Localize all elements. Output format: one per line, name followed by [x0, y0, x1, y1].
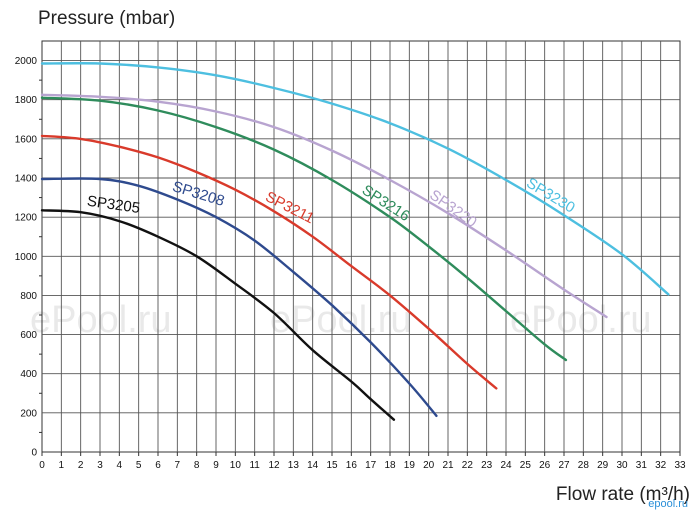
- x-tick-label: 22: [462, 460, 474, 471]
- x-tick-label: 0: [39, 460, 45, 471]
- y-tick-label: 200: [20, 408, 37, 419]
- x-tick-label: 17: [365, 460, 377, 471]
- series-line-sp3205: [40, 209, 396, 421]
- x-tick-label: 11: [249, 460, 260, 471]
- x-tick-label: 32: [655, 460, 667, 471]
- x-tick-label: 29: [597, 460, 609, 471]
- y-tick-label: 1800: [15, 95, 38, 106]
- footer-watermark: epool.ru: [648, 498, 688, 510]
- x-tick-label: 26: [539, 460, 551, 471]
- x-axis-title: Flow rate (m³/h): [556, 484, 690, 505]
- x-tick-label: 31: [636, 460, 648, 471]
- x-tick-label: 3: [97, 460, 103, 471]
- y-tick-label: 1000: [15, 252, 38, 263]
- y-tick-label: 800: [20, 291, 37, 302]
- y-tick-label: 1200: [15, 213, 38, 224]
- x-tick-label: 2: [78, 460, 84, 471]
- x-tick-label: 15: [326, 460, 338, 471]
- y-tick-label: 600: [20, 330, 37, 341]
- x-tick-label: 6: [155, 460, 161, 471]
- x-tick-label: 19: [404, 460, 416, 471]
- series-line-sp3208: [40, 177, 438, 417]
- series-line-sp3220: [40, 93, 608, 319]
- x-tick-label: 9: [213, 460, 219, 471]
- x-tick-label: 28: [578, 460, 590, 471]
- x-tick-label: 30: [616, 460, 628, 471]
- x-tick-label: 10: [230, 460, 242, 471]
- x-tick-label: 33: [674, 460, 686, 471]
- grid: [39, 40, 681, 456]
- series-label-sp3208: SP3208: [170, 178, 226, 210]
- x-tick-label: 13: [288, 460, 300, 471]
- x-tick-label: 4: [117, 460, 123, 471]
- x-tick-label: 25: [520, 460, 532, 471]
- x-tick-label: 5: [136, 460, 142, 471]
- y-axis-title: Pressure (mbar): [38, 8, 175, 29]
- x-tick-label: 14: [307, 460, 319, 471]
- x-tick-label: 23: [481, 460, 493, 471]
- x-tick-label: 21: [442, 460, 454, 471]
- series-label-sp3220: SP3220: [426, 186, 479, 231]
- y-tick-label: 1600: [15, 134, 38, 145]
- series-lines: [40, 62, 670, 421]
- series-line-sp3230: [40, 62, 670, 296]
- x-tick-label: 27: [558, 460, 570, 471]
- x-tick-label: 20: [423, 460, 435, 471]
- series-line-sp3216: [40, 96, 568, 362]
- y-tick-label: 1400: [15, 174, 38, 185]
- x-tick-label: 12: [268, 460, 280, 471]
- x-tick-label: 1: [59, 460, 65, 471]
- series-line-sp3211: [40, 134, 498, 390]
- x-tick-label: 7: [175, 460, 181, 471]
- y-tick-label: 400: [20, 369, 37, 380]
- x-tick-label: 8: [194, 460, 200, 471]
- y-tick-label: 2000: [15, 56, 38, 67]
- watermark-text: ePool.ru: [30, 299, 172, 341]
- y-tick-label: 0: [31, 448, 37, 459]
- x-tick-label: 24: [500, 460, 512, 471]
- x-tick-label: 18: [384, 460, 396, 471]
- x-tick-label: 16: [346, 460, 358, 471]
- plot-frame: [41, 40, 681, 453]
- tick-labels: 0 1 2 3 4 5 6 7 8 9 10 11 12 13 14 15 16 17 18 19 20 21 22 23 24…: [15, 56, 686, 471]
